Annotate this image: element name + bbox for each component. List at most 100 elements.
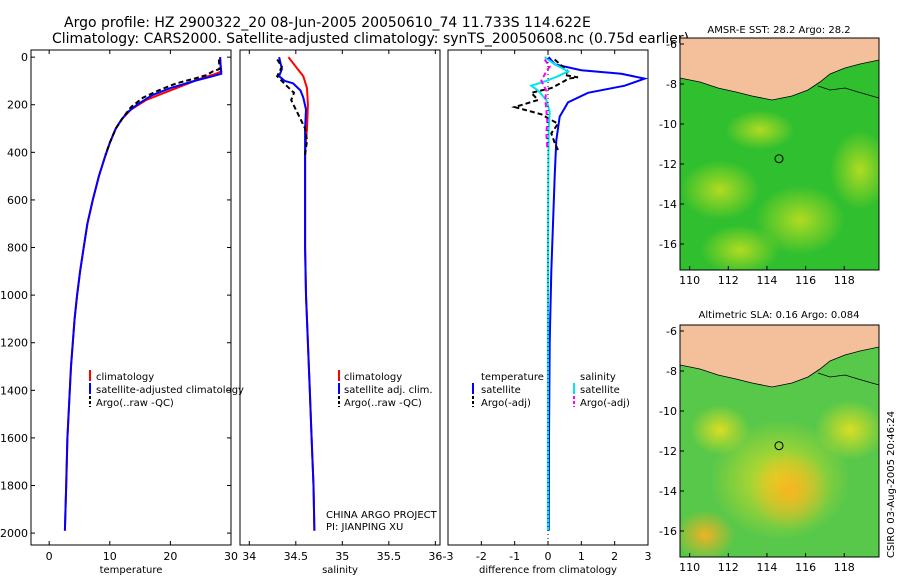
legend-label-salinity-argo: Argo(-adj) (580, 398, 630, 409)
sst-warm-patch (700, 225, 780, 270)
legend-title-temperature: temperature (481, 372, 544, 383)
sla-map (680, 325, 879, 557)
map-y-tick-label: -10 (659, 118, 677, 131)
sst-warm-patch (680, 160, 760, 220)
difference-legend-temperature: temperature satellite Argo(-adj) (472, 372, 544, 409)
sla-high-patch (680, 510, 735, 557)
legend-label-argo: Argo(..raw -QC) (96, 398, 174, 409)
y-tick-label: 200 (7, 99, 28, 112)
legend-label-climatology: climatology (344, 372, 402, 383)
x-tick-label: 3 (645, 550, 652, 563)
difference-legend-salinity: salinity satellite Argo(-adj) (573, 372, 630, 409)
legend-label-satellite: satellite adj. clim. (344, 385, 433, 396)
map-y-tick-label: -12 (659, 158, 677, 171)
land-mass (680, 38, 879, 101)
map-y-tick-label: -12 (659, 445, 677, 458)
x-tick-label: -3 (443, 550, 454, 563)
series-line-temperature-satellite (547, 56, 649, 531)
coastline (817, 85, 879, 99)
map-y-tick-label: -6 (666, 38, 677, 51)
sla-map-frame (679, 324, 880, 558)
map-x-tick-label: 110 (679, 561, 700, 574)
map-x-tick-label: 116 (795, 561, 816, 574)
y-tick-label: 600 (7, 194, 28, 207)
map-y-tick-label: -10 (659, 405, 677, 418)
x-tick-label: 0 (46, 550, 53, 563)
x-tick-label: 20 (163, 550, 177, 563)
sla-high-patch (815, 400, 879, 460)
difference-panel: -3 -2 -1 0 1 2 3 (443, 50, 652, 563)
sst-warm-patch (755, 185, 845, 255)
coastline (817, 372, 879, 386)
x-tick-label: 30 (224, 550, 238, 563)
y-tick-label: 2000 (0, 527, 28, 540)
x-tick-label: 1 (578, 550, 585, 563)
pi-annotation: PI: JIANPING XU (326, 522, 403, 533)
y-tick-label: 0 (21, 51, 28, 64)
map-x-tick-label: 116 (795, 274, 816, 287)
map-y-tick-label: -6 (666, 325, 677, 338)
series-line-argo-raw-qc (104, 59, 221, 156)
x-tick-label: -1 (509, 550, 520, 563)
x-tick-label: -2 (476, 550, 487, 563)
map-x-tick-label: 112 (718, 561, 739, 574)
figure-title-line2: Climatology: CARS2000. Satellite-adjuste… (52, 31, 689, 47)
series-line-argo-raw-qc (275, 58, 309, 155)
temperature-panel: 0 200 400 600 800 1000 1200 1400 1600 1800 2000 0 10… (0, 50, 238, 563)
x-tick-label: 34.5 (284, 550, 309, 563)
sst-warm-patch (830, 130, 879, 210)
map-y-tick-label: -14 (659, 485, 677, 498)
y-tick-label: 400 (7, 146, 28, 159)
sst-warm-patch (725, 110, 795, 150)
map-y-tick-label: -14 (659, 198, 677, 211)
map-x-tick-label: 114 (756, 274, 777, 287)
difference-xlabel: difference from climatology (479, 565, 617, 576)
map-y-tick-label: -16 (659, 525, 677, 538)
credit-stamp: CSIRO 03-Aug-2005 20:46:24 (886, 411, 897, 558)
map-x-tick-label: 118 (834, 274, 855, 287)
map-x-tick-label: 114 (756, 561, 777, 574)
x-tick-label: 0 (545, 550, 552, 563)
land-mass (680, 325, 879, 388)
sst-map (680, 38, 879, 270)
y-tick-label: 1600 (0, 432, 28, 445)
x-tick-label: 35 (335, 550, 349, 563)
series-line-climatology (63, 57, 223, 531)
series-line-climatology (287, 56, 316, 531)
sla-high-patch (750, 450, 830, 530)
legend-label-satellite: satellite-adjusted climatology (96, 385, 244, 396)
sst-map-axes: 110 112 114 116 118 -6 -8 -10 -12 -14 -16 (659, 38, 855, 287)
legend-label-argo: Argo(-adj) (481, 398, 531, 409)
argo-position-marker (774, 441, 784, 451)
legend-label-argo: Argo(..raw -QC) (344, 398, 422, 409)
temperature-xlabel: temperature (100, 565, 163, 576)
temperature-panel-frame (30, 49, 232, 546)
series-line-satellite-adjusted-climatology (63, 57, 223, 531)
sst-map-frame (679, 37, 880, 271)
sla-high-patch (690, 405, 750, 455)
map-y-tick-label: -8 (666, 365, 677, 378)
x-tick-label: 34 (242, 550, 256, 563)
salinity-panel-frame (239, 49, 441, 546)
salinity-xlabel: salinity (322, 565, 358, 576)
legend-label-satellite: satellite (481, 385, 521, 396)
y-tick-label: 1800 (0, 480, 28, 493)
y-tick-label: 1000 (0, 289, 28, 302)
series-line-satellite-adj-clim (277, 56, 316, 531)
map-x-tick-label: 112 (718, 274, 739, 287)
y-tick-label: 800 (7, 242, 28, 255)
map-x-tick-label: 118 (834, 561, 855, 574)
x-tick-label: 2 (611, 550, 618, 563)
legend-title-salinity: salinity (580, 372, 616, 383)
map-y-tick-label: -16 (659, 238, 677, 251)
y-tick-label: 1400 (0, 384, 28, 397)
figure-title-line1: Argo profile: HZ 2900322_20 08-Jun-2005 … (64, 15, 591, 31)
salinity-legend: climatology satellite adj. clim. Argo(..… (326, 370, 438, 533)
salinity-panel: 34 34.5 35 35.5 36 (242, 50, 442, 563)
map-y-tick-label: -8 (666, 78, 677, 91)
sla-map-title: Altimetric SLA: 0.16 Argo: 0.084 (699, 310, 860, 321)
temperature-legend: climatology satellite-adjusted climatolo… (89, 370, 244, 409)
series-line-salinity-argo-adj (540, 58, 551, 148)
x-tick-label: 35.5 (377, 550, 402, 563)
